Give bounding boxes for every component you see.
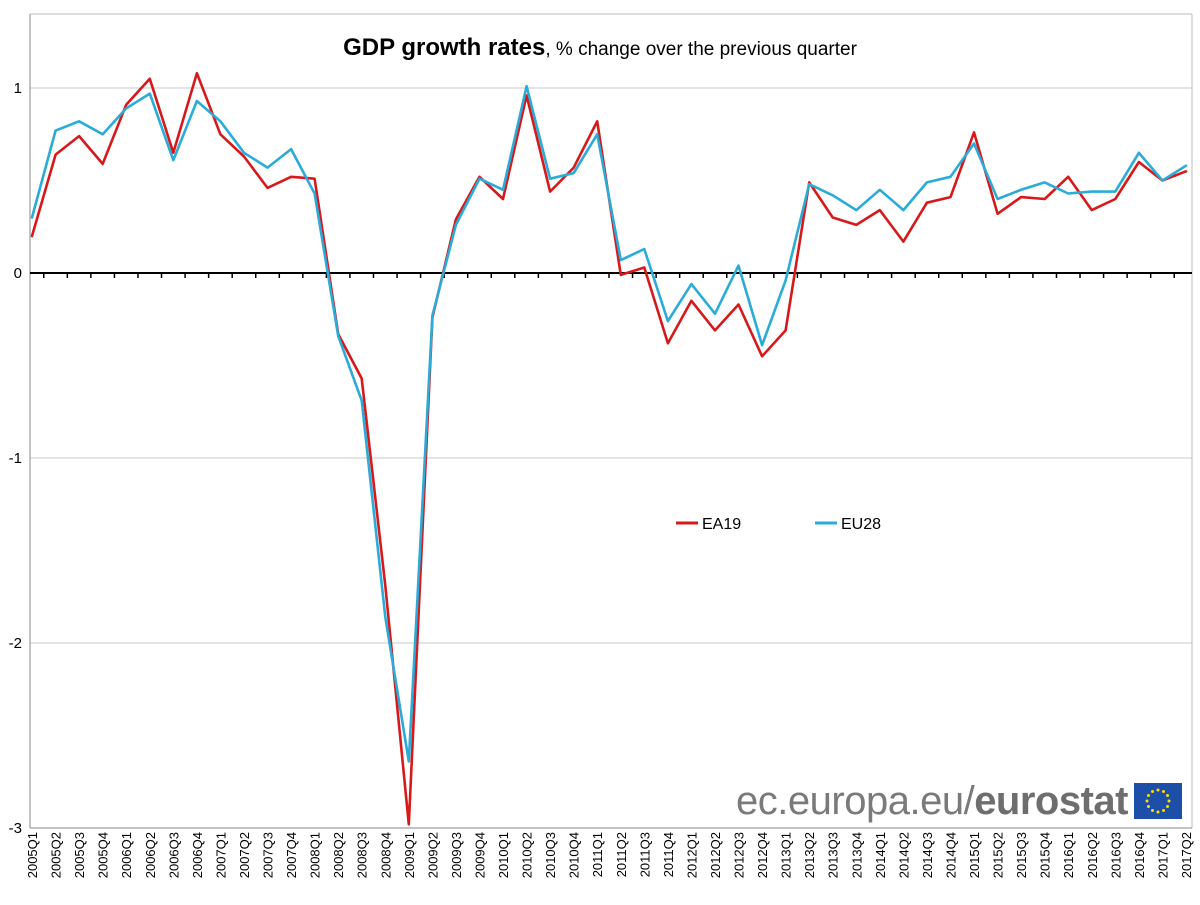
flag-background (1134, 783, 1182, 819)
flag-star (1167, 799, 1171, 803)
eu-flag-icon (1134, 783, 1182, 819)
y-tick-label: -2 (9, 635, 22, 652)
flag-star (1162, 789, 1165, 793)
x-tick-label: 2014Q4 (943, 832, 958, 878)
x-tick-label: 2010Q1 (496, 832, 511, 878)
x-tick-label: 2015Q3 (1014, 832, 1029, 878)
x-tick-label: 2015Q4 (1038, 832, 1053, 878)
x-tick-label: 2012Q1 (684, 832, 699, 878)
x-tick-label: 2005Q3 (72, 832, 87, 878)
flag-star (1146, 794, 1150, 797)
x-tick-label: 2007Q3 (261, 832, 276, 878)
x-tick-label: 2011Q4 (661, 832, 676, 877)
x-tick-label: 2008Q2 (331, 832, 346, 878)
brand-text: ec.europa.eu/eurostat (736, 779, 1128, 824)
y-tick-label: -1 (9, 450, 22, 467)
x-tick-label: 2007Q2 (237, 832, 252, 878)
x-tick-label: 2013Q2 (802, 832, 817, 878)
x-tick-label: 2009Q2 (425, 832, 440, 878)
x-tick-label: 2008Q1 (308, 832, 323, 878)
brand-name: eurostat (974, 778, 1128, 823)
x-tick-label: 2009Q3 (449, 832, 464, 878)
x-tick-label: 2014Q3 (920, 832, 935, 878)
flag-star (1151, 809, 1154, 813)
x-tick-label: 2011Q1 (590, 832, 605, 877)
x-tick-label: 2009Q1 (402, 832, 417, 878)
x-tick-label: 2008Q4 (378, 832, 393, 878)
x-tick-label: 2015Q2 (991, 832, 1006, 878)
x-tick-label: 2017Q2 (1179, 832, 1194, 878)
x-tick-label: 2010Q3 (543, 832, 558, 878)
x-tick-label: 2013Q3 (826, 832, 841, 878)
series-line-ea19 (30, 71, 1188, 826)
x-tick-label: 2012Q3 (732, 832, 747, 878)
series-line-eu28 (30, 84, 1188, 763)
x-tick-label: 2007Q1 (213, 832, 228, 878)
legend-label-eu28: EU28 (841, 516, 881, 533)
x-tick-label: 2005Q4 (96, 832, 111, 878)
x-tick-label: 2014Q2 (896, 832, 911, 878)
flag-star (1151, 789, 1154, 793)
x-tick-label: 2016Q2 (1085, 832, 1100, 878)
legend-label-ea19: EA19 (702, 516, 741, 533)
flag-star (1156, 810, 1160, 814)
x-tick-label: 2016Q3 (1108, 832, 1123, 878)
brand-prefix: ec.europa.eu/ (736, 778, 975, 823)
flag-star (1146, 805, 1150, 808)
x-tick-label: 2006Q4 (190, 832, 205, 878)
x-tick-label: 2008Q3 (355, 832, 370, 878)
x-tick-label: 2005Q2 (49, 832, 64, 878)
chart-title: GDP growth rates, % change over the prev… (0, 34, 1200, 62)
x-tick-label: 2016Q1 (1061, 832, 1076, 878)
x-tick-label: 2013Q4 (849, 832, 864, 878)
x-tick-label: 2006Q1 (119, 832, 134, 878)
y-tick-label: 1 (14, 80, 22, 97)
y-tick-label: 0 (14, 265, 22, 282)
y-tick-label: -3 (9, 820, 22, 837)
chart-title-sub: , % change over the previous quarter (545, 39, 857, 60)
flag-star (1145, 799, 1149, 803)
x-tick-label: 2017Q1 (1155, 832, 1170, 878)
x-tick-label: 2012Q2 (708, 832, 723, 878)
x-tick-label: 2010Q4 (567, 832, 582, 878)
x-tick-label: 2016Q4 (1132, 832, 1147, 878)
x-tick-label: 2011Q2 (614, 832, 629, 877)
x-tick-label: 2006Q2 (143, 832, 158, 878)
x-tick-label: 2015Q1 (967, 832, 982, 878)
x-tick-label: 2005Q1 (25, 832, 40, 878)
x-tick-label: 2006Q3 (166, 832, 181, 878)
x-tick-label: 2014Q1 (873, 832, 888, 878)
x-tick-label: 2009Q4 (472, 832, 487, 878)
flag-star (1166, 805, 1170, 808)
flag-star (1166, 794, 1170, 797)
chart-title-main: GDP growth rates (343, 34, 546, 61)
x-tick-label: 2012Q4 (755, 832, 770, 878)
flag-star (1156, 788, 1160, 792)
x-tick-label: 2013Q1 (779, 832, 794, 878)
flag-star (1162, 809, 1165, 813)
eurostat-brand: ec.europa.eu/eurostat (736, 778, 1182, 824)
x-tick-label: 2011Q3 (637, 832, 652, 877)
x-tick-label: 2007Q4 (284, 832, 299, 878)
x-tick-label: 2010Q2 (520, 832, 535, 878)
